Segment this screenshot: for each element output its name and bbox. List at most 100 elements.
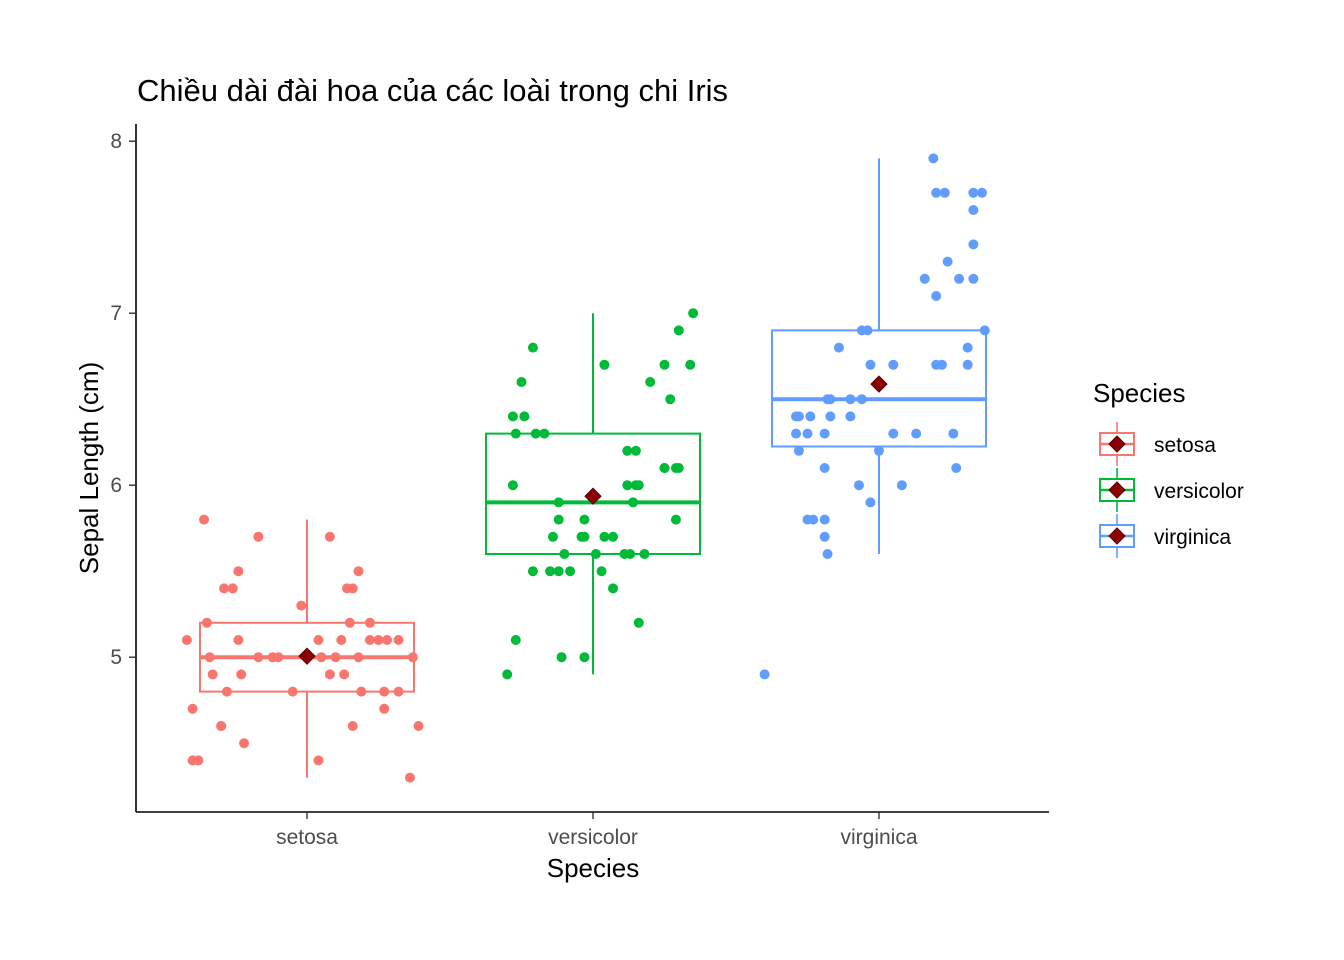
data-point xyxy=(507,480,518,491)
data-point xyxy=(404,772,415,783)
data-point xyxy=(759,669,770,680)
data-point xyxy=(845,411,856,422)
data-point xyxy=(793,445,804,456)
data-point xyxy=(819,428,830,439)
data-point xyxy=(888,428,899,439)
data-point xyxy=(622,480,633,491)
data-point xyxy=(239,738,250,749)
chart-title: Chiều dài đài hoa của các loài trong chi… xyxy=(137,73,728,108)
data-point xyxy=(413,721,424,731)
data-point xyxy=(545,566,556,577)
data-point xyxy=(379,703,390,714)
data-point xyxy=(336,635,347,645)
data-point xyxy=(608,583,619,594)
data-point xyxy=(968,205,979,215)
data-point xyxy=(670,463,681,473)
data-point xyxy=(793,411,804,422)
y-tick-label: 5 xyxy=(110,646,122,669)
data-point xyxy=(685,359,696,370)
data-point xyxy=(287,686,298,697)
data-point xyxy=(313,635,324,645)
data-point xyxy=(630,480,641,491)
data-point xyxy=(819,514,830,525)
data-point xyxy=(219,583,230,594)
x-axis-title: Species xyxy=(547,853,640,883)
data-point xyxy=(393,635,404,645)
data-point xyxy=(896,480,907,491)
data-point xyxy=(599,531,610,542)
data-point xyxy=(507,411,518,422)
data-point xyxy=(519,411,530,422)
data-point xyxy=(659,359,670,370)
data-point xyxy=(221,686,232,697)
data-point xyxy=(565,566,576,577)
data-point xyxy=(364,635,375,645)
data-point xyxy=(553,514,564,525)
mean-marker xyxy=(298,647,316,665)
data-point xyxy=(596,566,607,577)
data-point xyxy=(527,566,538,577)
data-point xyxy=(233,635,244,645)
data-point xyxy=(822,394,833,405)
data-point xyxy=(931,291,942,301)
data-point xyxy=(968,187,979,198)
data-point xyxy=(579,531,590,542)
data-point xyxy=(339,669,350,680)
data-point xyxy=(928,153,939,164)
data-point xyxy=(382,635,393,645)
data-point xyxy=(553,566,564,577)
data-point xyxy=(962,359,973,370)
mean-marker xyxy=(584,487,602,505)
y-axis-title: Sepal Length (cm) xyxy=(74,362,104,574)
data-point xyxy=(874,445,884,456)
data-point xyxy=(954,273,965,284)
plot-area xyxy=(181,153,990,783)
data-point xyxy=(819,463,830,473)
data-point xyxy=(316,652,327,663)
data-point xyxy=(622,445,633,456)
data-point xyxy=(187,703,198,714)
data-point xyxy=(673,325,684,336)
data-point xyxy=(645,377,656,387)
data-point xyxy=(356,686,367,697)
data-point xyxy=(825,411,836,422)
y-tick-label: 6 xyxy=(110,474,122,497)
data-point xyxy=(353,566,364,577)
data-point xyxy=(791,428,802,439)
data-point xyxy=(979,325,990,336)
data-point xyxy=(939,187,950,198)
data-point xyxy=(330,652,341,663)
data-point xyxy=(253,652,264,663)
legend-key-setosa xyxy=(1099,422,1135,466)
data-point xyxy=(856,325,867,336)
data-point xyxy=(579,652,590,663)
data-point xyxy=(911,428,922,439)
data-point xyxy=(976,187,987,198)
data-point xyxy=(833,342,844,353)
y-tick-label: 8 xyxy=(110,130,122,153)
data-point xyxy=(802,514,813,525)
data-point xyxy=(853,480,864,491)
data-point xyxy=(888,359,899,370)
data-point xyxy=(962,342,973,353)
legend-key-mean xyxy=(1108,481,1126,499)
x-tick-label: setosa xyxy=(276,826,338,849)
data-point xyxy=(510,635,521,645)
x-tick-label: versicolor xyxy=(548,826,638,849)
data-point xyxy=(628,497,639,508)
data-point xyxy=(539,428,550,439)
data-point xyxy=(579,514,590,525)
data-point xyxy=(201,617,212,628)
legend-key-virginica xyxy=(1099,514,1135,558)
legend-label: versicolor xyxy=(1154,480,1244,503)
data-point xyxy=(324,531,335,542)
legend: Species setosa versicolor virginica xyxy=(1093,378,1244,558)
axes: 5 6 7 8 setosa versicolor virginica xyxy=(110,124,1049,849)
data-point xyxy=(233,566,244,577)
data-point xyxy=(948,428,959,439)
data-point xyxy=(227,583,238,594)
data-point xyxy=(819,531,830,542)
legend-title: Species xyxy=(1093,378,1186,408)
legend-key-versicolor xyxy=(1099,468,1135,512)
